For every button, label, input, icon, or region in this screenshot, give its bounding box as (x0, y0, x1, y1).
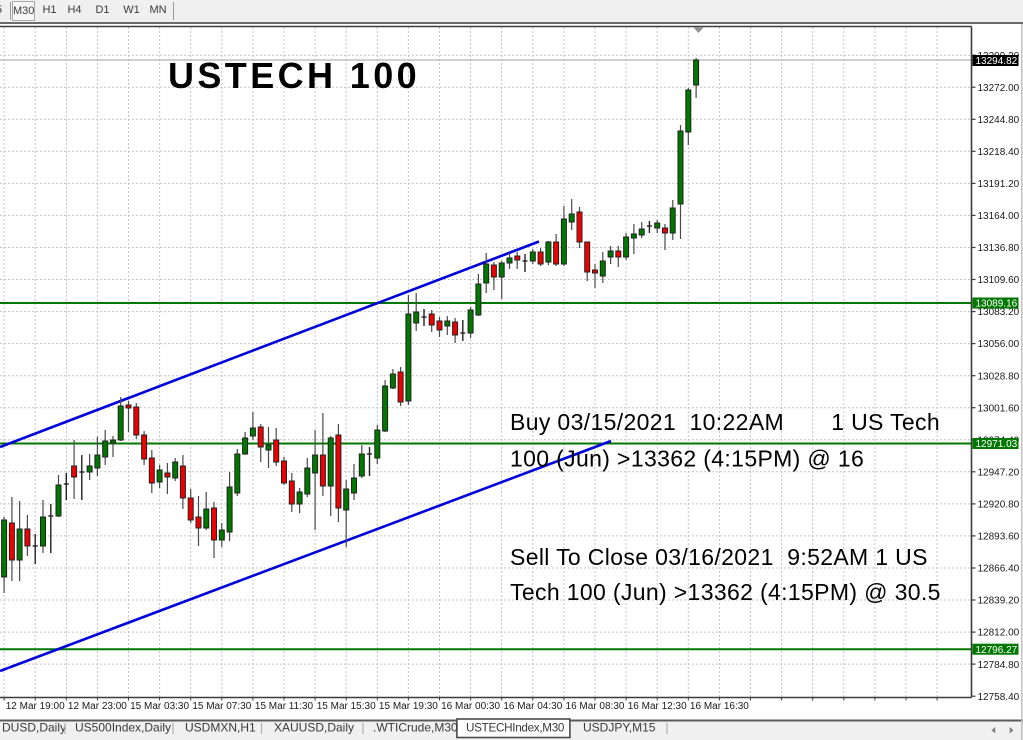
svg-text:13272.00: 13272.00 (978, 83, 1020, 94)
svg-text:DUSD,Daily: DUSD,Daily (2, 721, 66, 735)
svg-text:USTECH 100: USTECH 100 (168, 55, 420, 96)
svg-text:13244.80: 13244.80 (978, 115, 1020, 126)
svg-text:13191.20: 13191.20 (978, 179, 1020, 190)
svg-text:12971.03: 12971.03 (976, 439, 1018, 450)
svg-text:15 Mar 15:30: 15 Mar 15:30 (317, 701, 376, 712)
svg-text:13089.16: 13089.16 (976, 299, 1018, 310)
svg-text:USDJPY,M15: USDJPY,M15 (583, 721, 656, 735)
svg-text:12947.20: 12947.20 (978, 467, 1020, 478)
svg-text:12866.40: 12866.40 (978, 564, 1020, 575)
svg-text:12796.27: 12796.27 (976, 645, 1018, 656)
svg-text:100 (Jun) >13362 (4:15PM) @ 16: 100 (Jun) >13362 (4:15PM) @ 16 (510, 446, 864, 472)
svg-text:16 Mar 00:30: 16 Mar 00:30 (441, 701, 500, 712)
svg-text:13136.80: 13136.80 (978, 243, 1020, 254)
svg-text:US500Index,Daily: US500Index,Daily (75, 721, 171, 735)
svg-text:.WTICrude,M30: .WTICrude,M30 (373, 721, 458, 735)
svg-text:15 Mar 19:30: 15 Mar 19:30 (379, 701, 438, 712)
svg-text:12893.60: 12893.60 (978, 532, 1020, 543)
svg-text:16 Mar 04:30: 16 Mar 04:30 (503, 701, 562, 712)
svg-text:13028.80: 13028.80 (978, 371, 1020, 382)
svg-text:13001.60: 13001.60 (978, 403, 1020, 414)
svg-text:13164.00: 13164.00 (978, 211, 1020, 222)
svg-text:12 Mar 19:00: 12 Mar 19:00 (6, 701, 65, 712)
svg-text:16 Mar 08:30: 16 Mar 08:30 (566, 701, 625, 712)
svg-text:12839.20: 12839.20 (978, 596, 1020, 607)
svg-text:15 Mar 11:30: 15 Mar 11:30 (255, 701, 314, 712)
svg-text:13218.40: 13218.40 (978, 147, 1020, 158)
svg-text:13294.82: 13294.82 (976, 56, 1018, 67)
svg-text:13109.60: 13109.60 (978, 275, 1020, 286)
svg-text:USTECHIndex,M30: USTECHIndex,M30 (466, 722, 565, 735)
svg-text:12758.40: 12758.40 (978, 692, 1020, 703)
svg-text:XAUUSD,Daily: XAUUSD,Daily (274, 721, 354, 735)
svg-text:15 Mar 03:30: 15 Mar 03:30 (130, 701, 189, 712)
svg-text:13056.00: 13056.00 (978, 339, 1020, 350)
svg-text:16 Mar 12:30: 16 Mar 12:30 (628, 701, 687, 712)
svg-text:13083.20: 13083.20 (978, 307, 1020, 318)
svg-text:16 Mar 16:30: 16 Mar 16:30 (690, 701, 749, 712)
svg-text:Buy 03/15/2021 10:22AM: Buy 03/15/2021 10:22AM 1 US Tech (510, 409, 940, 435)
svg-text:12784.80: 12784.80 (978, 660, 1020, 671)
svg-text:Tech 100 (Jun) >13362 (4:15PM): Tech 100 (Jun) >13362 (4:15PM) @ 30.5 (510, 579, 941, 605)
svg-text:15 Mar 07:30: 15 Mar 07:30 (192, 701, 251, 712)
svg-text:12 Mar 23:00: 12 Mar 23:00 (68, 701, 127, 712)
svg-text:Sell To Close 03/16/2021 9:52: Sell To Close 03/16/2021 9:52AM 1 US (510, 544, 928, 570)
svg-text:12920.80: 12920.80 (978, 500, 1020, 511)
svg-text:12812.00: 12812.00 (978, 628, 1020, 639)
svg-text:USDMXN,H1: USDMXN,H1 (185, 721, 256, 735)
